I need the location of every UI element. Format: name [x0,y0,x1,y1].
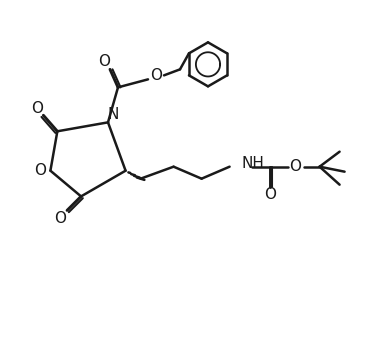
Text: O: O [150,68,162,83]
Text: O: O [54,211,66,226]
Text: O: O [264,187,277,202]
Text: NH: NH [242,156,264,171]
Text: O: O [290,159,302,174]
Text: O: O [32,101,43,116]
Text: N: N [107,107,119,122]
Text: O: O [35,163,46,178]
Text: O: O [98,54,110,69]
